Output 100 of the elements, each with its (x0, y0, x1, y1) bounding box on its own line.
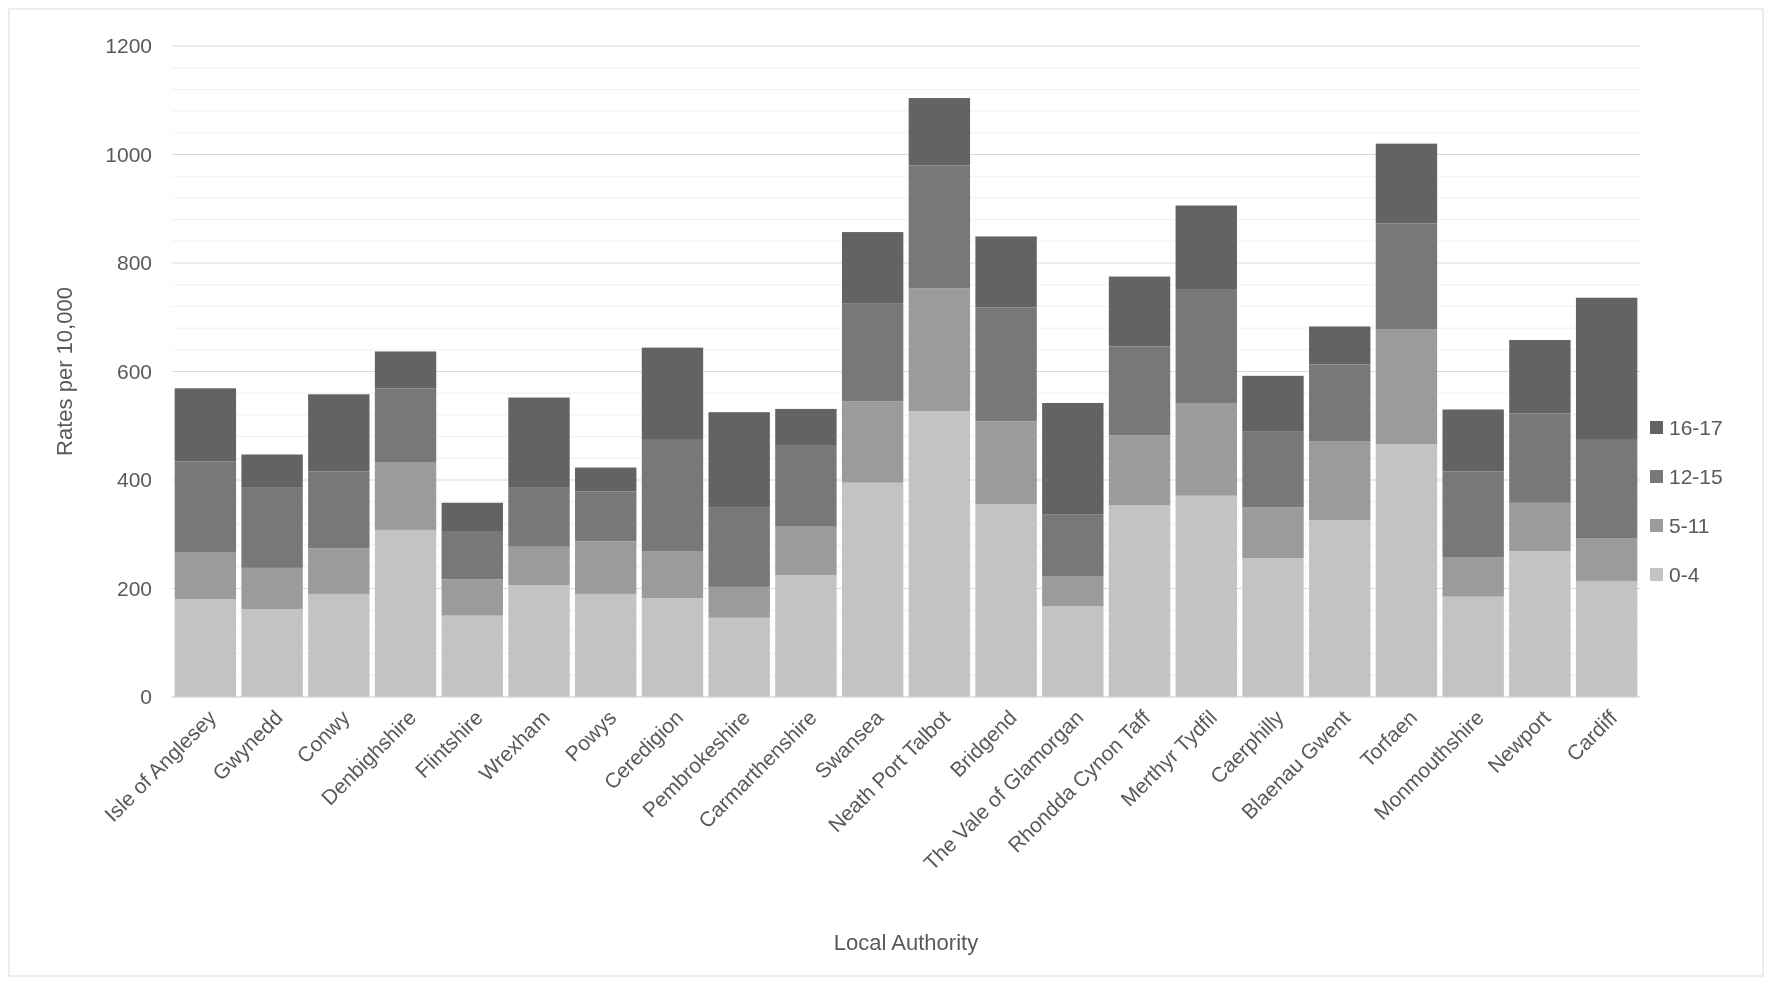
bar (1442, 471, 1504, 558)
bar (508, 546, 570, 586)
bar (1175, 495, 1237, 697)
bar (1042, 514, 1104, 577)
bar (1042, 606, 1104, 697)
bar (1509, 413, 1571, 503)
bar (441, 531, 503, 580)
bar (1575, 538, 1638, 581)
bar (1108, 435, 1171, 506)
bar (374, 529, 437, 697)
bar (441, 502, 503, 531)
bar (1242, 507, 1304, 559)
bar (374, 388, 437, 463)
bar (308, 593, 370, 697)
bar (841, 482, 904, 697)
bar (241, 567, 303, 610)
bar (908, 165, 971, 289)
bar (1375, 223, 1438, 330)
y-axis-title: Rates per 10,000 (52, 287, 77, 456)
bar (308, 548, 370, 594)
bar (1375, 329, 1438, 445)
bar (841, 401, 904, 483)
bar (908, 98, 971, 166)
bar (1042, 402, 1104, 515)
bar (1242, 558, 1304, 697)
bar (508, 585, 570, 697)
x-axis-title: Local Authority (833, 930, 979, 955)
bar (575, 491, 637, 542)
y-tick-label: 200 (116, 576, 152, 600)
bar (641, 347, 704, 440)
bar (374, 351, 437, 389)
bar (241, 454, 303, 488)
bar (1175, 289, 1237, 403)
bar (708, 617, 770, 697)
y-tick-label: 800 (116, 251, 152, 275)
bar (1509, 551, 1571, 697)
bar (1175, 205, 1237, 290)
bar (174, 461, 237, 553)
bar (1442, 409, 1504, 472)
bar (1509, 340, 1571, 414)
bar (441, 615, 503, 697)
bar (174, 552, 237, 600)
bar (575, 467, 637, 492)
bar (1309, 364, 1371, 442)
y-tick-label: 0 (140, 685, 152, 709)
y-tick-label: 400 (116, 468, 152, 492)
bar (841, 303, 904, 402)
bar (241, 609, 303, 697)
bar (174, 388, 237, 462)
bar (1042, 576, 1104, 607)
bar (1309, 326, 1371, 365)
bar (308, 471, 370, 549)
bar (775, 574, 837, 697)
bar (508, 397, 570, 488)
legend-label: 0-4 (1669, 563, 1700, 587)
legend-label: 12-15 (1669, 465, 1723, 489)
bar (641, 551, 704, 599)
bar (1309, 520, 1371, 697)
bar (708, 412, 770, 508)
bar (975, 307, 1037, 422)
bar (1442, 596, 1504, 697)
bar (1242, 375, 1304, 432)
bar (1375, 143, 1438, 224)
bar (1242, 431, 1304, 508)
bar (641, 598, 704, 697)
bar (841, 232, 904, 304)
bar (308, 394, 370, 472)
legend-label: 5-11 (1669, 514, 1710, 538)
bar (508, 487, 570, 547)
bar (1108, 505, 1171, 697)
bar (1442, 557, 1504, 597)
bar (708, 586, 770, 618)
bar (775, 526, 837, 575)
bar (975, 421, 1037, 505)
bar (241, 487, 303, 568)
bar (1175, 402, 1237, 496)
bar (1108, 346, 1171, 436)
bar (975, 236, 1037, 308)
bar (775, 445, 837, 527)
y-tick-label: 1000 (105, 142, 152, 166)
bar (1108, 276, 1171, 347)
bar (1309, 441, 1371, 521)
bar (374, 462, 437, 530)
bar (1509, 502, 1571, 552)
bar (1575, 297, 1638, 440)
bar (575, 541, 637, 594)
bar (908, 411, 971, 697)
bar (908, 288, 971, 412)
bar (775, 408, 837, 446)
bar (975, 504, 1037, 697)
y-tick-label: 1200 (105, 34, 152, 58)
bar (708, 507, 770, 587)
bar (575, 593, 637, 697)
bar (1575, 580, 1638, 697)
bar (641, 439, 704, 552)
y-tick-label: 600 (116, 359, 152, 383)
bar (1375, 444, 1438, 697)
bar (1575, 439, 1638, 539)
bar (174, 599, 237, 697)
legend-label: 16-17 (1669, 416, 1723, 440)
